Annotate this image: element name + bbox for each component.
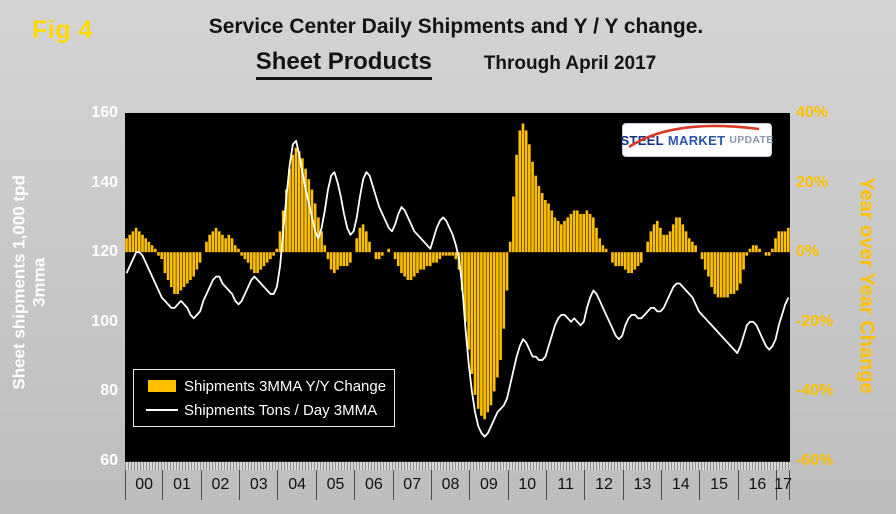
axis-tick-label: 100	[91, 312, 118, 330]
left-axis-tick-labels: 160 140 120 100 80 60	[70, 104, 118, 469]
x-axis-tick-strip	[125, 461, 790, 470]
axis-tick-label: -60%	[796, 452, 834, 469]
chart-subtitle: Sheet Products	[255, 48, 432, 80]
x-axis-year-labels: 00 01 02 03 04 05 06 07 08 09 10 11 12 13 14 15 16 17	[125, 470, 792, 500]
x-axis-year: 03	[240, 470, 279, 500]
legend-box: Shipments 3MMA Y/Y Change Shipments Tons…	[133, 369, 395, 427]
left-axis-title-line2: 3mma	[30, 257, 49, 307]
legend-label-yoy: Shipments 3MMA Y/Y Change	[184, 377, 387, 395]
chart-subtitle-row: Sheet Products Through April 2017	[120, 48, 792, 80]
axis-tick-label: -40%	[796, 382, 834, 400]
yoy-bars-series	[125, 123, 790, 420]
axis-tick-label: 80	[100, 382, 118, 400]
x-axis-year: 01	[163, 470, 202, 500]
x-axis-year: 11	[547, 470, 586, 500]
axis-tick-label: 140	[91, 173, 118, 191]
axis-tick-label: 120	[91, 243, 118, 261]
plot-area: Shipments 3MMA Y/Y Change Shipments Tons…	[125, 113, 790, 461]
x-axis-year: 06	[355, 470, 394, 500]
legend-item-tons: Shipments Tons / Day 3MMA	[140, 402, 388, 419]
axis-tick-label: 160	[91, 104, 118, 121]
steel-market-update-logo: STEEL MARKET UPDATE	[621, 123, 774, 157]
x-axis-year: 10	[509, 470, 547, 500]
legend-label-tons: Shipments Tons / Day 3MMA	[184, 401, 378, 419]
x-axis-year: 14	[662, 470, 701, 500]
yoy-bar-swatch-icon	[148, 380, 176, 392]
x-axis-year: 16	[739, 470, 778, 500]
tons-line-swatch-icon	[146, 409, 178, 411]
x-axis-year: 07	[394, 470, 432, 500]
axis-tick-label: 40%	[796, 104, 829, 121]
logo-swoosh-icon	[628, 124, 760, 149]
x-axis-year: 15	[700, 470, 739, 500]
x-axis-year: 00	[125, 470, 164, 500]
chart-date-range: Through April 2017	[483, 53, 657, 74]
logo-word-update: UPDATE	[729, 134, 774, 146]
figure-number: Fig 4	[32, 16, 93, 44]
shipments-line-series	[125, 139, 790, 438]
x-axis-year: 05	[317, 470, 356, 500]
x-axis-year: 12	[585, 470, 624, 500]
legend-item-yoy: Shipments 3MMA Y/Y Change	[140, 378, 388, 395]
chart-title: Service Center Daily Shipments and Y / Y…	[208, 15, 704, 38]
chart-canvas	[125, 123, 790, 438]
right-axis-title: Year over Year Change	[855, 177, 878, 394]
x-axis-year: 08	[432, 470, 471, 500]
x-axis-year: 17	[774, 470, 792, 500]
axis-tick-label: 0%	[796, 243, 820, 261]
axis-tick-label: -20%	[796, 312, 834, 330]
logo-word-market: MARKET	[667, 132, 726, 148]
left-axis-title-line1: Sheet shipments 1,000 tpd	[9, 175, 29, 390]
x-axis-year: 13	[624, 470, 663, 500]
x-axis-year: 02	[202, 470, 241, 500]
x-axis-year: 09	[470, 470, 509, 500]
axis-tick-label: 60	[100, 452, 118, 469]
axis-tick-label: 20%	[796, 173, 829, 191]
x-axis-year: 04	[278, 470, 317, 500]
right-axis-tick-labels: 40% 20% 0% -20% -40% -60%	[796, 104, 854, 469]
left-axis-title: Sheet shipments 1,000 tpd 3mma	[10, 108, 51, 456]
